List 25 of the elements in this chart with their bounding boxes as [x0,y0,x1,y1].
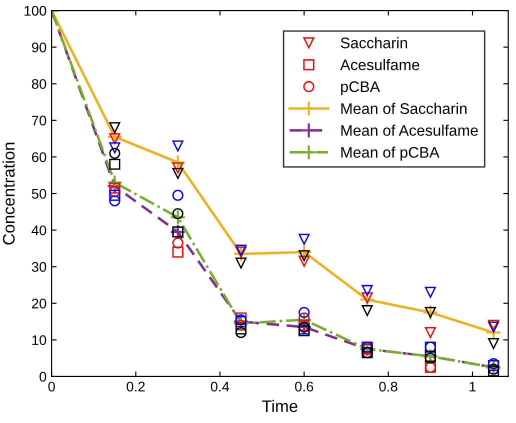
y-tick-label: 20 [32,298,46,308]
legend-label: Mean of Saccharin [341,102,466,114]
y-tick-label: 30 [32,262,46,272]
y-tick-label: 100 [24,6,46,16]
y-tick-label: 0 [40,372,46,382]
y-tick-label: 70 [32,116,46,126]
x-tick-label: 0.8 [379,382,398,392]
legend-label: Saccharin [340,37,408,48]
x-tick-label: 1 [470,382,476,392]
x-tick-label: 0.2 [126,382,145,392]
y-axis-title: Concentration [2,142,15,245]
legend-label: Acesulfame [340,59,420,70]
legend-label: pCBA [341,81,380,96]
y-tick-label: 40 [32,225,46,236]
y-tick-label: 50 [32,188,46,199]
y-tick-label: 80 [32,79,46,89]
x-tick-label: 0 [48,382,55,392]
legend-label: Mean of Acesulfame [341,124,478,136]
x-tick-label: 0.6 [295,382,314,392]
legend-label: Mean of pCBA [341,146,440,161]
y-tick-label: 90 [32,42,46,52]
y-tick-label: 60 [32,152,46,162]
x-tick-label: 0.4 [210,382,230,392]
y-tick-label: 10 [32,335,46,346]
x-axis-title: Time [262,400,298,412]
